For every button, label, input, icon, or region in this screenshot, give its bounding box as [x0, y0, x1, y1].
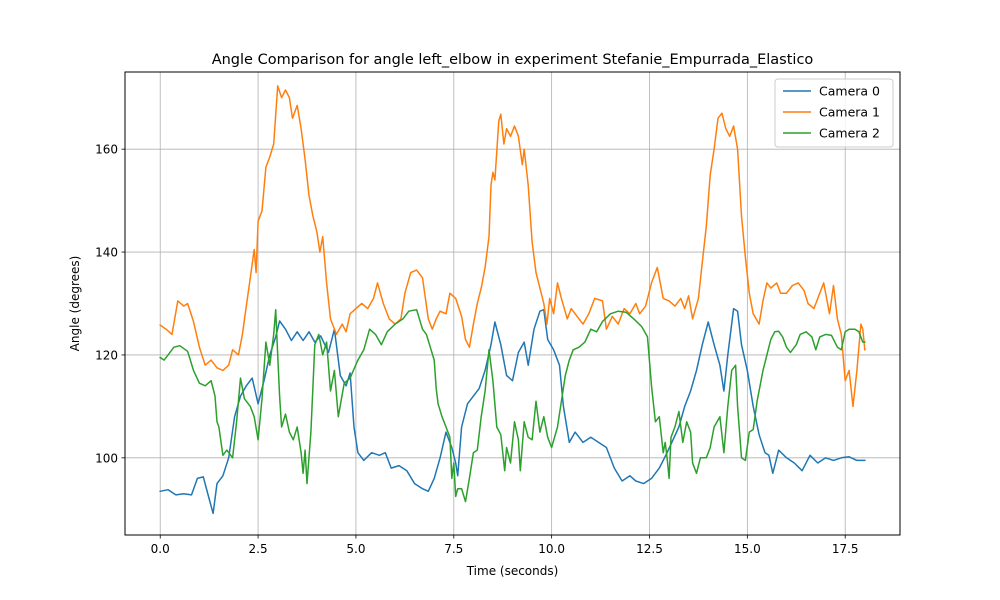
y-tick-label: 160 [95, 143, 118, 157]
y-tick-label: 140 [95, 246, 118, 260]
chart-title: Angle Comparison for angle left_elbow in… [212, 52, 814, 68]
y-axis-label: Angle (degrees) [68, 256, 82, 352]
x-tick-label: 15.0 [734, 542, 761, 556]
x-tick-label: 2.5 [249, 542, 268, 556]
x-tick-label: 7.5 [444, 542, 463, 556]
x-axis-label: Time (seconds) [466, 564, 559, 578]
legend-label: Camera 2 [819, 126, 880, 141]
legend-box [774, 78, 894, 148]
series-lines [159, 85, 866, 515]
x-tick-label: 17.5 [832, 542, 859, 556]
y-tick-label: 100 [95, 451, 118, 465]
y-axis: 100 120 140 160 [95, 143, 125, 465]
x-tick-label: 5.0 [346, 542, 365, 556]
x-axis: 0.0 2.5 5.0 7.5 10.0 12.5 15.0 17.5 [151, 535, 859, 556]
legend: Camera 0 Camera 1 Camera 2 [774, 78, 894, 148]
x-tick-label: 0.0 [151, 542, 170, 556]
series-line-camera-2 [159, 308, 866, 503]
y-tick-label: 120 [95, 348, 118, 362]
legend-label: Camera 0 [819, 84, 880, 99]
plot-area [124, 71, 901, 536]
plot-frame [124, 71, 901, 536]
legend-label: Camera 1 [819, 105, 880, 120]
series-line-camera-1 [159, 85, 866, 408]
x-tick-label: 10.0 [538, 542, 565, 556]
x-tick-label: 12.5 [636, 542, 663, 556]
